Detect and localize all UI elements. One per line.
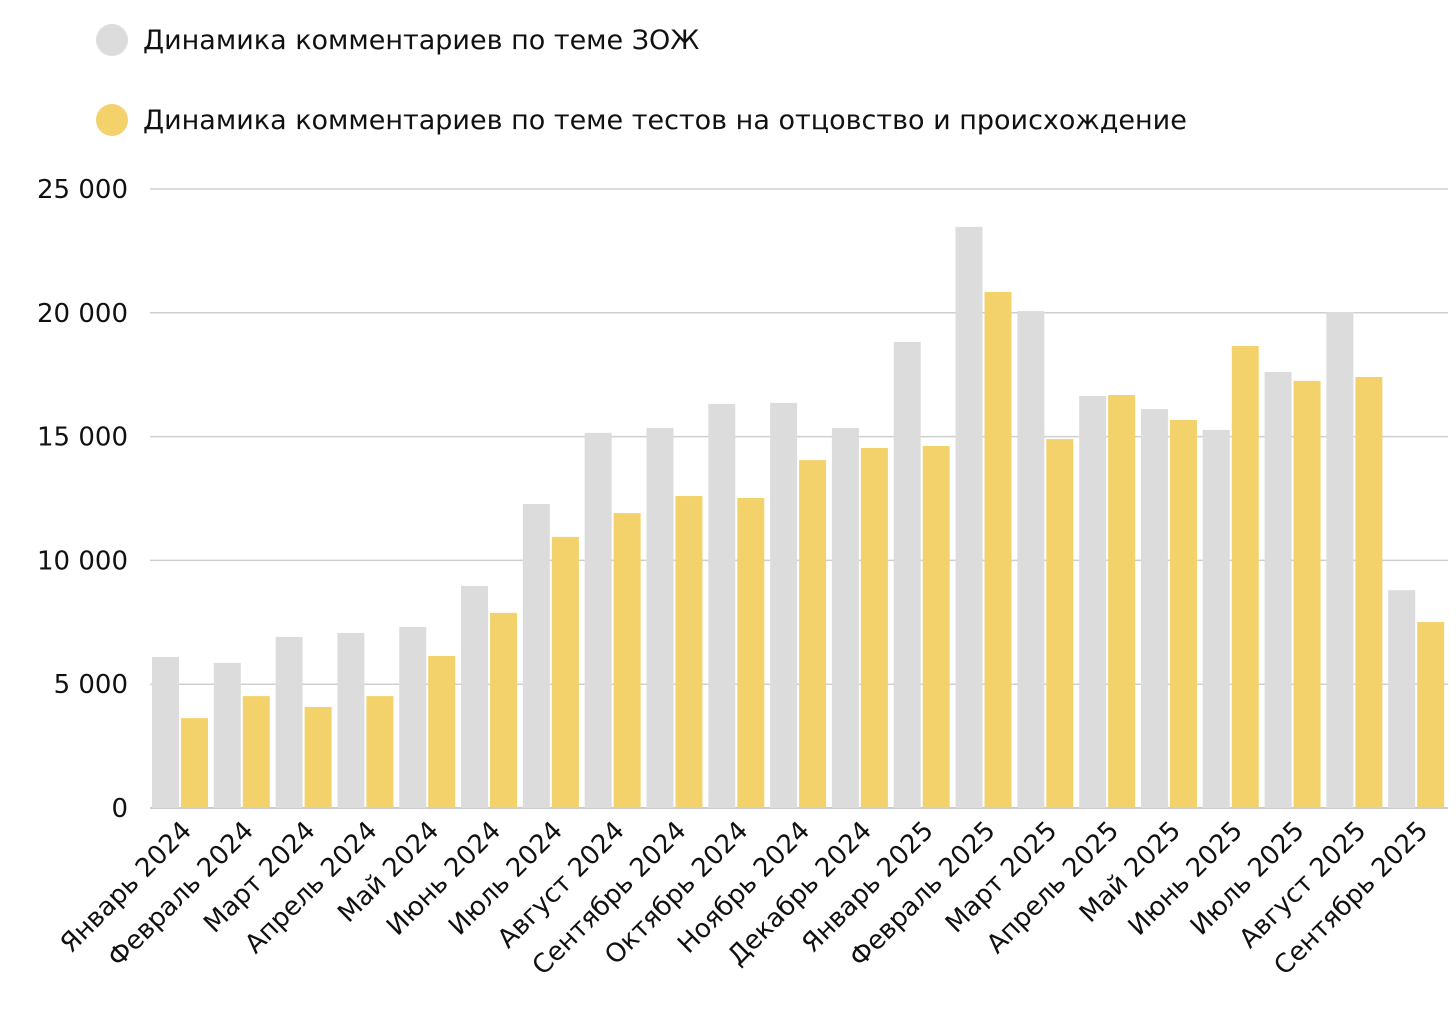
y-tick-label: 20 000 (37, 299, 128, 329)
bar-tests-10 (799, 460, 827, 808)
bar-tests-19 (1355, 376, 1383, 808)
bar-zozh-19 (1326, 312, 1354, 808)
bar-tests-17 (1231, 345, 1259, 808)
bar-tests-20 (1417, 622, 1445, 808)
bar-tests-0 (181, 718, 208, 808)
bar-zozh-18 (1264, 371, 1292, 808)
bar-tests-18 (1293, 380, 1321, 808)
bar-zozh-10 (770, 402, 798, 808)
bar-zozh-17 (1202, 429, 1230, 808)
legend-label: Динамика комментариев по теме тестов на … (143, 105, 1187, 136)
bar-tests-5 (490, 612, 518, 808)
legend-label: Динамика комментариев по теме ЗОЖ (143, 25, 699, 56)
y-tick-label: 25 000 (37, 175, 128, 205)
bar-zozh-16 (1140, 409, 1168, 808)
bar-zozh-12 (893, 342, 921, 808)
bar-tests-12 (922, 446, 950, 808)
legend-swatch (96, 24, 128, 56)
legend: Динамика комментариев по теме ЗОЖ Динамик… (96, 24, 1187, 136)
y-axis: 0 5 000 10 000 15 000 20 000 25 000 (37, 175, 128, 824)
bar-zozh-9 (708, 403, 736, 808)
bar-tests-16 (1169, 420, 1197, 808)
bar-tests-8 (675, 496, 703, 808)
bar-tests-7 (613, 513, 641, 808)
bar-zozh-5 (461, 585, 489, 808)
y-tick-label: 5 000 (54, 670, 128, 700)
bar-tests-9 (737, 498, 765, 808)
bar-zozh-2 (275, 636, 303, 808)
bar-tests-2 (304, 706, 332, 808)
bar-zozh-7 (584, 432, 612, 808)
bar-zozh-14 (1017, 311, 1045, 808)
bar-tests-4 (428, 655, 456, 808)
bar-zozh-1 (213, 662, 241, 808)
bar-tests-13 (984, 292, 1012, 808)
bar-zozh-3 (337, 632, 365, 808)
bar-zozh-4 (399, 627, 427, 808)
bar-tests-3 (366, 696, 394, 808)
bar-tests-14 (1046, 439, 1074, 808)
bar-zozh-20 (1388, 590, 1416, 808)
y-tick-label: 10 000 (37, 546, 128, 576)
bar-zozh-6 (522, 503, 550, 808)
bar-tests-1 (242, 696, 270, 808)
gridlines (150, 188, 1448, 809)
bar-tests-15 (1108, 395, 1136, 808)
bar-zozh-13 (955, 226, 983, 808)
bar-zozh-15 (1079, 395, 1107, 808)
bar-tests-6 (551, 536, 579, 808)
bar-tests-11 (860, 447, 888, 808)
y-tick-label: 15 000 (37, 423, 128, 453)
bar-zozh-0 (152, 656, 179, 808)
bar-zozh-11 (831, 427, 859, 808)
y-tick-label: 0 (111, 794, 128, 824)
bar-zozh-8 (646, 427, 674, 808)
legend-swatch (96, 104, 128, 136)
bars (152, 226, 1445, 808)
